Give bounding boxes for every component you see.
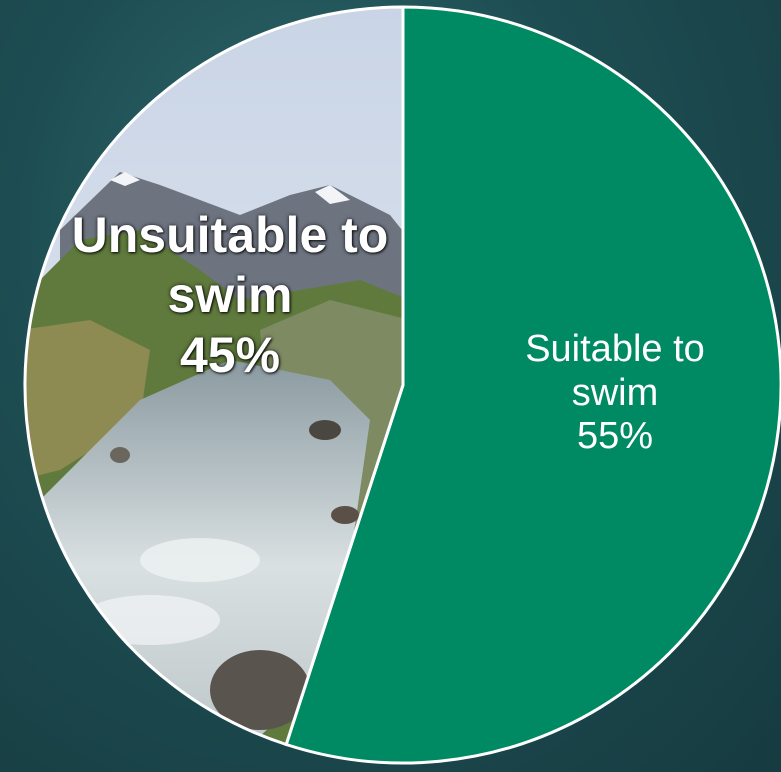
value-label: 55% xyxy=(495,415,735,459)
slice-label: Suitable to swim 55% xyxy=(495,328,735,459)
category-label: Suitable to swim xyxy=(495,328,735,415)
value-label: 45% xyxy=(60,325,400,385)
category-label: Unsuitable to swim xyxy=(60,205,400,325)
slice-label: Unsuitable to swim 45% xyxy=(60,205,400,385)
page: Suitable to swim 55% Unsuitable to swim … xyxy=(0,0,781,772)
